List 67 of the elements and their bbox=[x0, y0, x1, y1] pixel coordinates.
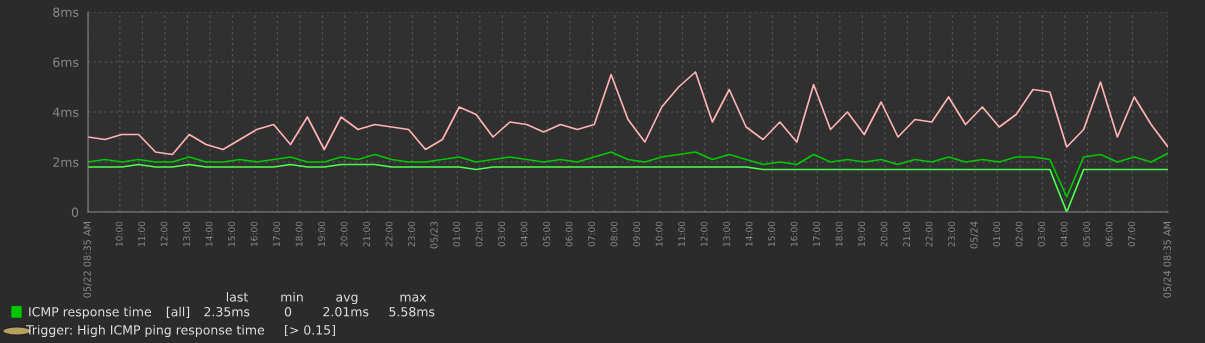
x-tick-label: 04:00 bbox=[1060, 221, 1068, 247]
x-tick-label: 12:00 bbox=[160, 221, 168, 247]
y-tick-label: 8ms bbox=[53, 7, 79, 17]
x-tick-label: 17:00 bbox=[813, 221, 820, 247]
x-tick-label: 13:00 bbox=[183, 221, 190, 247]
text: last bbox=[226, 292, 248, 302]
x-tick-label: 16:00 bbox=[250, 221, 258, 247]
x-tick-label: 21:00 bbox=[903, 221, 910, 247]
x-tick-label: 05/24 08:35 AM bbox=[1163, 221, 1172, 298]
x-tick-label: 11:00 bbox=[678, 221, 685, 247]
x-tick-label: 10:00 bbox=[115, 221, 123, 247]
x-tick-label: 14:00 bbox=[745, 221, 753, 247]
x-tick-label: 02:00 bbox=[1015, 221, 1023, 247]
x-tick-label: 22:00 bbox=[925, 221, 933, 247]
x-tick-label: 23:00 bbox=[408, 221, 415, 247]
x-tick-label: 02:00 bbox=[475, 221, 483, 247]
y-tick-label: 0 bbox=[71, 207, 79, 217]
x-tick-label: 10:00 bbox=[655, 221, 663, 247]
text: [all] bbox=[166, 306, 190, 318]
line-series bbox=[88, 71, 1168, 156]
x-tick-label: 16:00 bbox=[790, 221, 798, 247]
x-tick-label: 05/22 08:35 AM bbox=[83, 221, 92, 298]
text: 5.58ms bbox=[389, 306, 435, 317]
text: min bbox=[281, 292, 303, 302]
text: 2.35ms bbox=[204, 306, 250, 317]
line-series bbox=[88, 151, 1168, 198]
x-tick-label: 06:00 bbox=[565, 221, 573, 247]
x-tick-label: 18:00 bbox=[835, 221, 843, 247]
legend-label: ICMP response time bbox=[29, 306, 152, 319]
x-tick-label: 01:00 bbox=[993, 221, 1000, 247]
x-tick-label: 20:00 bbox=[340, 221, 348, 247]
x-tick-label: 23:00 bbox=[948, 221, 955, 247]
x-tick-label: 12:00 bbox=[700, 221, 708, 247]
x-tick-label: 05/24 bbox=[970, 221, 979, 249]
x-tick-label: 04:00 bbox=[520, 221, 528, 247]
x-tick-label: 03:00 bbox=[498, 221, 505, 247]
y-tick-label: 6ms bbox=[53, 57, 79, 67]
x-tick-label: 15:00 bbox=[228, 221, 235, 247]
x-tick-label: 05:00 bbox=[1083, 221, 1090, 247]
x-tick-label: 13:00 bbox=[723, 221, 730, 247]
text: 2.01ms bbox=[323, 306, 369, 317]
x-tick-label: 01:00 bbox=[453, 221, 460, 247]
x-tick-label: 07:00 bbox=[588, 221, 595, 247]
text: 0 bbox=[284, 306, 292, 317]
x-tick-label: 21:00 bbox=[363, 221, 370, 247]
x-tick-label: 19:00 bbox=[858, 221, 865, 247]
x-tick-label: 08:00 bbox=[610, 221, 618, 247]
text: avg bbox=[336, 294, 358, 305]
text: max bbox=[400, 294, 427, 302]
x-tick-label: 20:00 bbox=[880, 221, 888, 247]
x-tick-label: 17:00 bbox=[273, 221, 280, 247]
x-tick-label: 19:00 bbox=[318, 221, 325, 247]
text: [> 0.15] bbox=[285, 324, 335, 337]
x-tick-label: 22:00 bbox=[385, 221, 393, 247]
x-tick-label: 06:00 bbox=[1105, 221, 1113, 247]
y-tick-label: 4ms bbox=[52, 107, 79, 117]
x-tick-label: 14:00 bbox=[205, 221, 213, 247]
x-tick-label: 07:00 bbox=[1128, 221, 1135, 247]
x-tick-label: 05:00 bbox=[543, 221, 550, 247]
x-tick-label: 05/23 bbox=[430, 221, 439, 249]
x-tick-label: 09:00 bbox=[633, 221, 640, 247]
x-tick-label: 11:00 bbox=[138, 221, 145, 247]
y-tick-label: 2ms bbox=[53, 157, 79, 167]
x-tick-label: 18:00 bbox=[295, 221, 303, 247]
text: Trigger: High ICMP ping response time bbox=[25, 324, 265, 338]
x-tick-label: 03:00 bbox=[1038, 221, 1045, 247]
x-tick-label: 15:00 bbox=[768, 221, 775, 247]
